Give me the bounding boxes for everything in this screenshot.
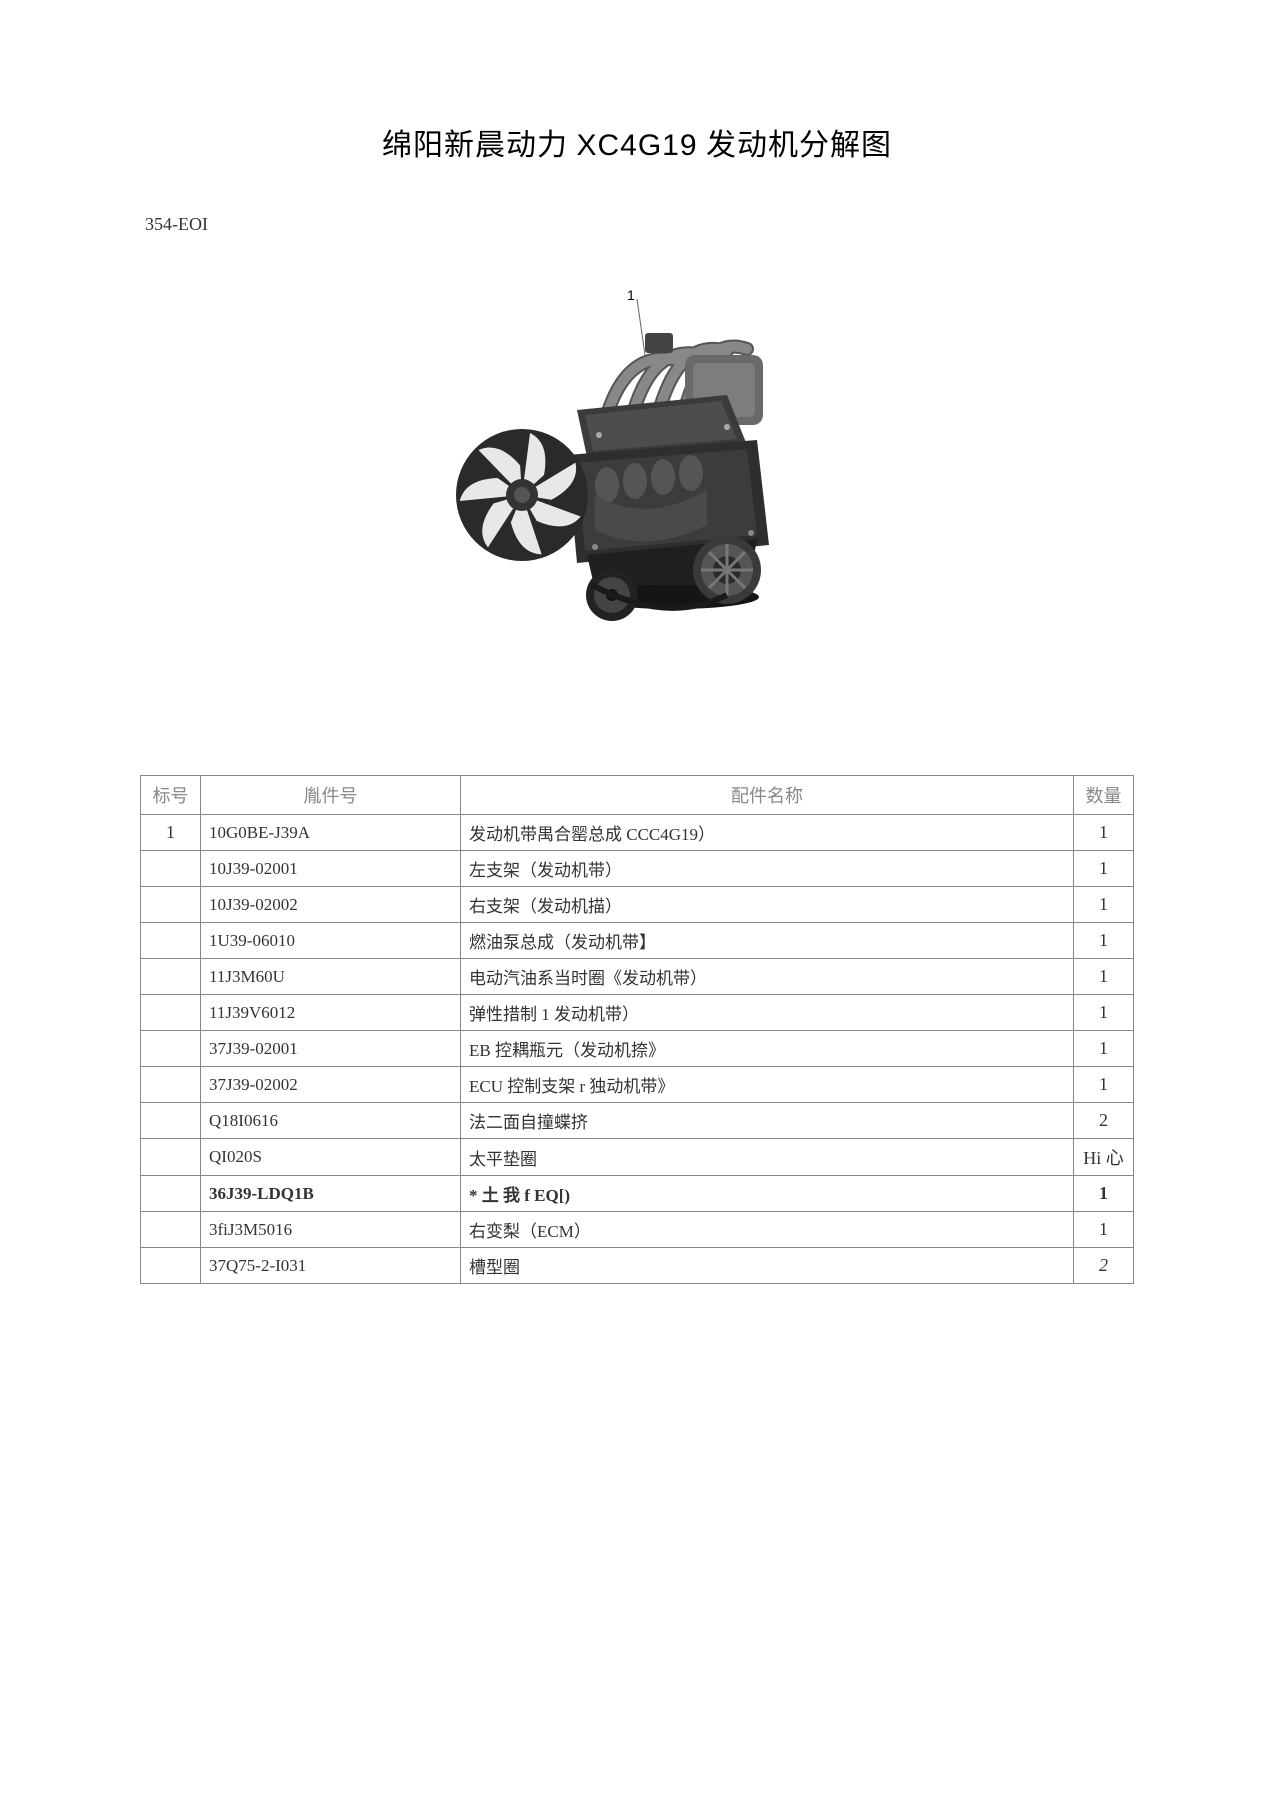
table-row: 37J39-02001EB 控耦瓶元（发动机捺》1	[141, 1031, 1134, 1067]
title-suffix: 发动机分解图	[698, 129, 893, 162]
cell-name: 燃油泵总成（发动机带】	[461, 923, 1074, 959]
cell-part: 3fiJ3M5016	[201, 1212, 461, 1248]
cell-idx	[141, 1031, 201, 1067]
cell-part: 1U39-06010	[201, 923, 461, 959]
cell-part: 11J39V6012	[201, 995, 461, 1031]
cell-idx	[141, 1103, 201, 1139]
cell-qty: 1	[1074, 923, 1134, 959]
cell-idx	[141, 1248, 201, 1284]
cell-qty: 1	[1074, 1067, 1134, 1103]
page-title: 绵阳新晨动力 XC4G19 发动机分解图	[140, 120, 1134, 164]
cell-idx	[141, 1067, 201, 1103]
cell-part: 36J39-LDQ1B	[201, 1176, 461, 1212]
cell-part: QI020S	[201, 1139, 461, 1176]
table-row: 36J39-LDQ1B* 土 我 f EQ[)1	[141, 1176, 1134, 1212]
cell-idx	[141, 923, 201, 959]
cell-idx	[141, 1176, 201, 1212]
cell-part: 10J39-02002	[201, 887, 461, 923]
cell-name: 弹性措制 1 发动机带）	[461, 995, 1074, 1031]
cell-idx	[141, 995, 201, 1031]
cell-name: * 土 我 f EQ[)	[461, 1176, 1074, 1212]
cell-part: Q18I0616	[201, 1103, 461, 1139]
engine-diagram: 1	[140, 295, 1134, 655]
title-prefix: 绵阳新晨动力	[382, 129, 577, 162]
cell-name: 发动机带禺合罂总成 CCC4G19）	[461, 815, 1074, 851]
title-model: XC4G19	[576, 129, 697, 162]
table-row: 1U39-06010燃油泵总成（发动机带】1	[141, 923, 1134, 959]
cell-name: 槽型圈	[461, 1248, 1074, 1284]
table-row: 10J39-02001左支架（发动机带）1	[141, 851, 1134, 887]
table-row: QI020S太平垫圈Hi 心	[141, 1139, 1134, 1176]
header-qty: 数量	[1074, 776, 1134, 815]
cell-qty: 1	[1074, 1212, 1134, 1248]
cell-name: 右支架（发动机描）	[461, 887, 1074, 923]
table-row: 10J39-02002右支架（发动机描）1	[141, 887, 1134, 923]
cell-name: 左支架（发动机带）	[461, 851, 1074, 887]
cell-idx	[141, 887, 201, 923]
table-row: Q18I0616法二面自撞蝶挤2	[141, 1103, 1134, 1139]
table-row: 37J39-02002ECU 控制支架 r 独动机带》1	[141, 1067, 1134, 1103]
parts-table: 标号 胤件号 配件名称 数量 110G0BE-J39A发动机带禺合罂总成 CCC…	[140, 775, 1134, 1284]
table-row: 11J39V6012弹性措制 1 发动机带）1	[141, 995, 1134, 1031]
cell-qty: 1	[1074, 959, 1134, 995]
cell-qty: 1	[1074, 887, 1134, 923]
header-part: 胤件号	[201, 776, 461, 815]
cell-idx	[141, 1212, 201, 1248]
cell-part: 37J39-02002	[201, 1067, 461, 1103]
cell-name: ECU 控制支架 r 独动机带》	[461, 1067, 1074, 1103]
cell-qty: 1	[1074, 815, 1134, 851]
cell-idx	[141, 1139, 201, 1176]
table-row: 37Q75-2-I031槽型圈2	[141, 1248, 1134, 1284]
cell-part: 10G0BE-J39A	[201, 815, 461, 851]
cell-part: 10J39-02001	[201, 851, 461, 887]
cell-qty: 1	[1074, 1031, 1134, 1067]
cell-qty: 2	[1074, 1103, 1134, 1139]
engine-image	[427, 295, 847, 635]
cell-qty: 2	[1074, 1248, 1134, 1284]
cell-qty: 1	[1074, 1176, 1134, 1212]
cell-name: EB 控耦瓶元（发动机捺》	[461, 1031, 1074, 1067]
cell-idx: 1	[141, 815, 201, 851]
cell-name: 太平垫圈	[461, 1139, 1074, 1176]
table-row: 11J3M60U电动汽油系当时圈《发动机带）1	[141, 959, 1134, 995]
header-idx: 标号	[141, 776, 201, 815]
table-header-row: 标号 胤件号 配件名称 数量	[141, 776, 1134, 815]
cell-name: 法二面自撞蝶挤	[461, 1103, 1074, 1139]
table-row: 110G0BE-J39A发动机带禺合罂总成 CCC4G19）1	[141, 815, 1134, 851]
cell-idx	[141, 959, 201, 995]
cell-part: 37Q75-2-I031	[201, 1248, 461, 1284]
cell-part: 37J39-02001	[201, 1031, 461, 1067]
table-row: 3fiJ3M5016右变梨（ECM）1	[141, 1212, 1134, 1248]
cell-name: 电动汽油系当时圈《发动机带）	[461, 959, 1074, 995]
header-name: 配件名称	[461, 776, 1074, 815]
cell-qty: 1	[1074, 851, 1134, 887]
callout-1: 1	[627, 287, 635, 303]
cell-idx	[141, 851, 201, 887]
cell-qty: Hi 心	[1074, 1139, 1134, 1176]
page-code: 354-EOI	[145, 214, 1134, 235]
cell-name: 右变梨（ECM）	[461, 1212, 1074, 1248]
cell-part: 11J3M60U	[201, 959, 461, 995]
cell-qty: 1	[1074, 995, 1134, 1031]
